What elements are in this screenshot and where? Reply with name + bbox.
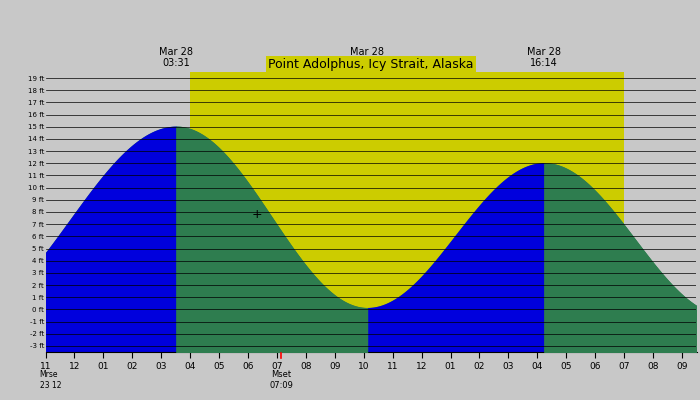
Text: Mrse
23 12: Mrse 23 12 bbox=[40, 370, 61, 390]
Text: +: + bbox=[251, 208, 262, 221]
Text: Mar 28
03:31: Mar 28 03:31 bbox=[159, 47, 193, 68]
Text: Mar 28
16:14: Mar 28 16:14 bbox=[527, 47, 561, 68]
Text: Mset
07:09: Mset 07:09 bbox=[270, 370, 293, 390]
Text: Mar 28
10:07: Mar 28 10:07 bbox=[350, 47, 384, 68]
Title: Point Adolphus, Icy Strait, Alaska: Point Adolphus, Icy Strait, Alaska bbox=[268, 58, 474, 71]
Bar bbox=[190, 72, 624, 352]
